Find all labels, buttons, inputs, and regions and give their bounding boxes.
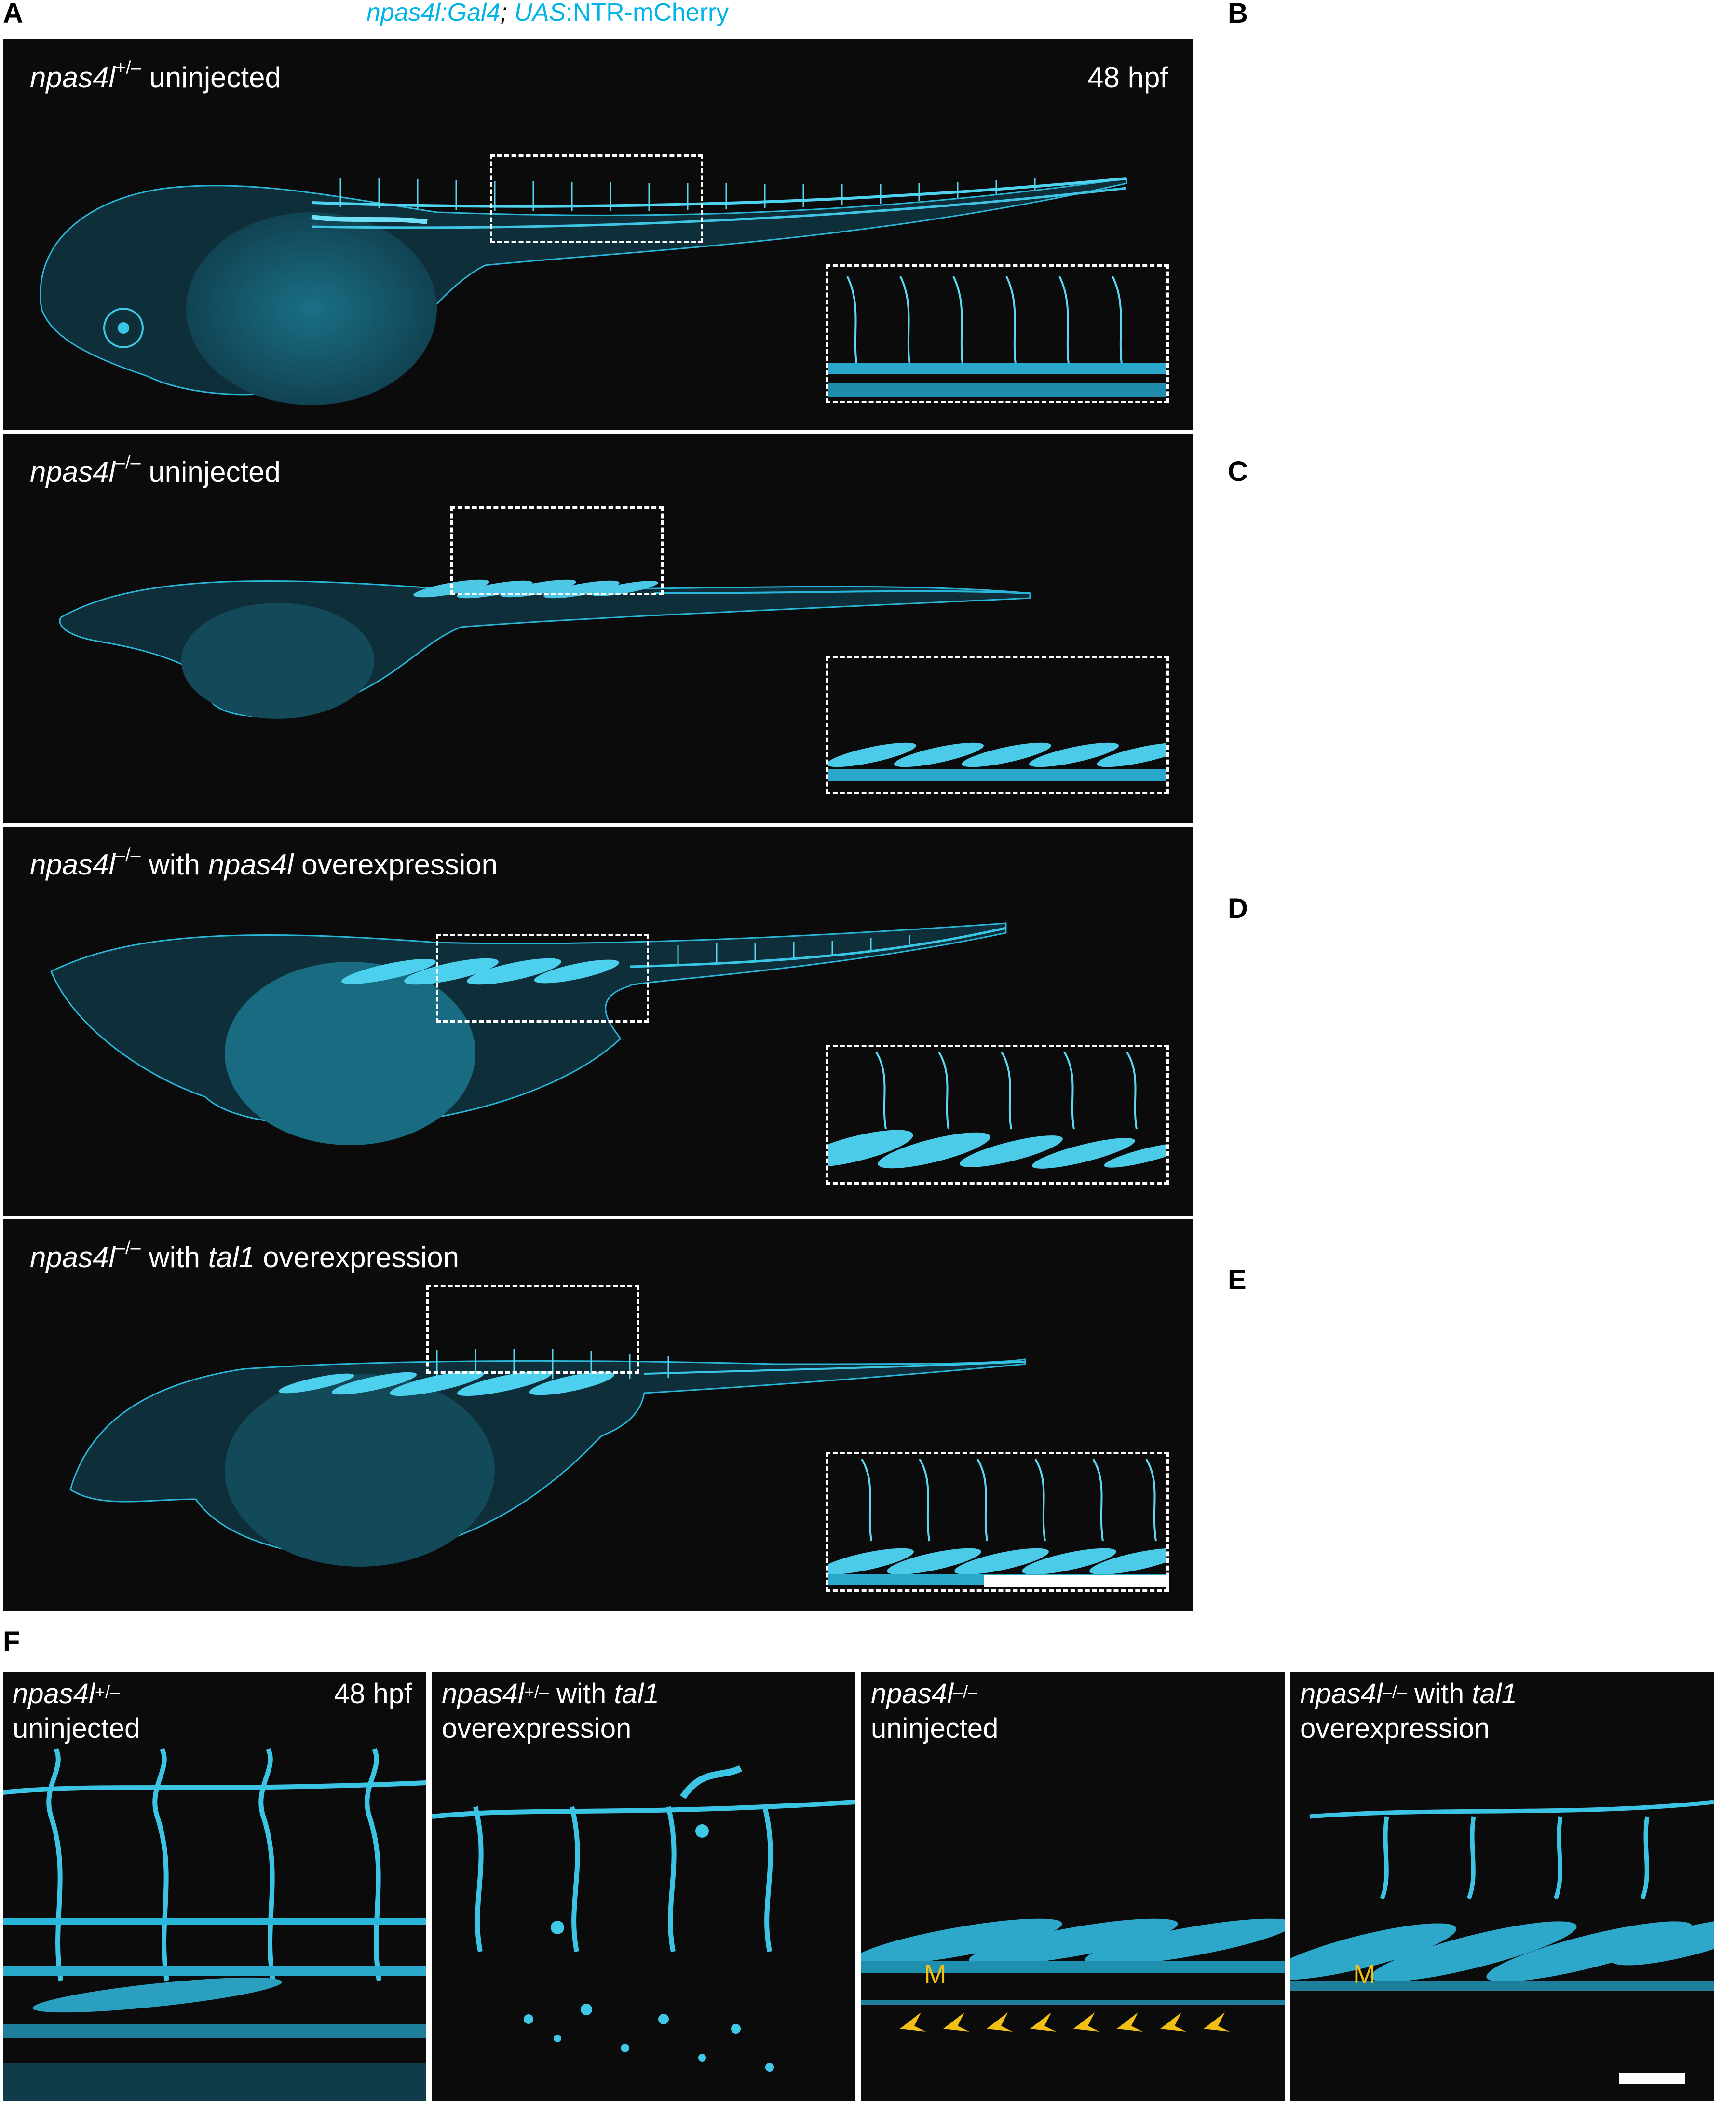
charts-area: 051015202530# of ISVs @ 48 hpfnpas4l+/–n…	[1196, 0, 1736, 1640]
fish-image-2	[59, 579, 1031, 719]
f-stage: 48 hpf	[334, 1678, 412, 1709]
panel-c-label: C	[1228, 456, 1248, 487]
row4-genotype: npas4l–/– with tal1 overexpression	[30, 1238, 459, 1273]
f4-muscle-marker: M	[1353, 1959, 1376, 1989]
isv-lines-1	[339, 178, 1036, 211]
scale-bar-f	[1619, 2073, 1685, 2084]
panel-f-label: F	[3, 1626, 20, 1657]
f-tile-1-image	[3, 1748, 426, 2101]
inset-zoom-1	[826, 264, 1169, 403]
f-tile-3: npas4l–/– uninjected M	[861, 1672, 1285, 2101]
f-tile-4: npas4l–/– with tal1 overexpression M	[1290, 1672, 1714, 2101]
panel-e-label: E	[1228, 1264, 1247, 1296]
row1-stage: 48 hpf	[1087, 61, 1168, 94]
inset-zoom-3	[826, 1045, 1169, 1185]
inset-zoom-4	[826, 1452, 1169, 1592]
inset-zoom-2	[826, 656, 1169, 794]
f4-genotype: npas4l–/– with tal1 overexpression	[1300, 1678, 1517, 1744]
f-tile-3-image	[861, 1918, 1285, 2032]
inset-box-4	[426, 1285, 639, 1374]
panel-a-label: A	[3, 0, 23, 29]
panel-a-image-4: npas4l–/– with tal1 overexpression	[3, 1219, 1193, 1611]
fish-image-3	[50, 922, 1007, 1145]
f-tile-2: npas4l+/– with tal1 overexpression	[432, 1672, 855, 2101]
title-sep: ;	[500, 0, 507, 27]
f-tile-1: npas4l+/– uninjected 48 hpf	[3, 1672, 426, 2101]
inset-box-2	[450, 506, 664, 595]
inset-box-1	[490, 154, 703, 243]
panel-d-label: D	[1228, 893, 1248, 924]
title-uas: UAS	[514, 0, 566, 27]
charts-svg: 051015202530# of ISVs @ 48 hpfnpas4l+/–n…	[1196, 0, 1736, 1640]
title-gal4: npas4l:Gal4	[366, 0, 501, 27]
fish-image-4	[69, 1349, 1026, 1567]
inset-box-3	[436, 934, 649, 1023]
panel-b-label: B	[1228, 0, 1248, 29]
arrowheads	[900, 2012, 1230, 2032]
panel-a-image-3: npas4l–/– with npas4l overexpression	[3, 827, 1193, 1216]
f3-genotype: npas4l–/– uninjected	[871, 1678, 999, 1744]
panel-a-title: npas4l:Gal4; UAS:NTR-mCherry	[366, 0, 729, 27]
f3-muscle-marker: M	[924, 1959, 947, 1989]
fish-image-1	[40, 177, 1127, 405]
row1-genotype: npas4l+/– uninjected	[30, 58, 281, 94]
title-ntr: :NTR-mCherry	[566, 0, 729, 27]
f2-genotype: npas4l+/– with tal1 overexpression	[442, 1678, 659, 1744]
panel-a-image-1: npas4l+/– uninjected 48 hpf	[3, 39, 1193, 430]
row3-genotype: npas4l–/– with npas4l overexpression	[30, 845, 498, 881]
f-tile-2-image	[432, 1765, 855, 2072]
muscle-fibers-3	[341, 958, 620, 985]
row2-genotype: npas4l–/– uninjected	[30, 452, 281, 488]
muscle-fibers-4	[278, 1370, 615, 1396]
f-tile-4-image	[1290, 1800, 1714, 1991]
scale-bar-a	[984, 1575, 1169, 1587]
f1-genotype: npas4l+/– uninjected	[13, 1678, 140, 1744]
panel-a-image-2: npas4l–/– uninjected	[3, 434, 1193, 823]
